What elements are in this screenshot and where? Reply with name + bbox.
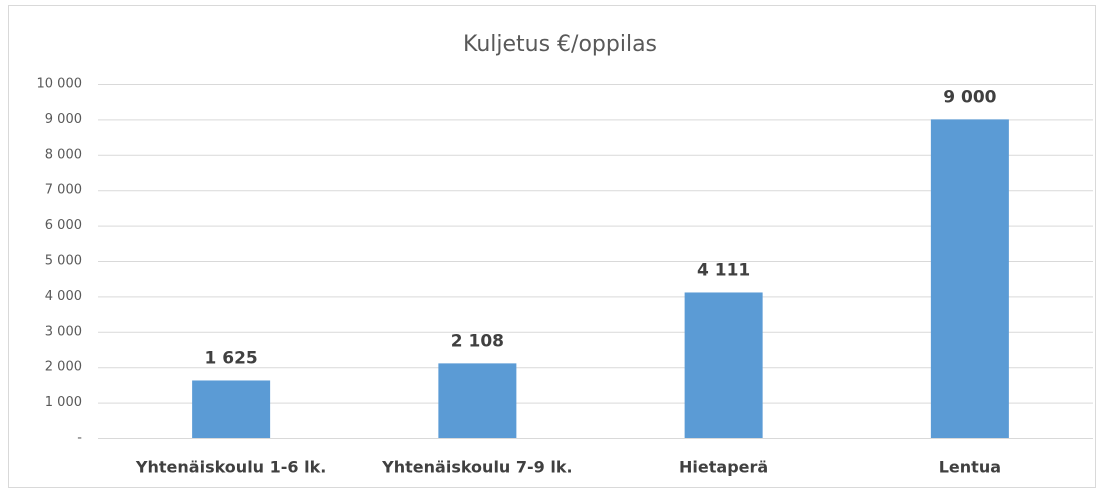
- y-tick-label: -: [77, 431, 82, 446]
- data-label: 1 625: [205, 348, 258, 368]
- y-tick-label: 10 000: [37, 77, 83, 92]
- y-tick-label: 4 000: [45, 289, 82, 304]
- x-tick-label: Yhtenäiskoulu 1-6 lk.: [135, 458, 326, 477]
- data-label: 4 111: [697, 260, 750, 280]
- x-tick-label: Lentua: [939, 458, 1001, 477]
- bar: [684, 292, 763, 438]
- chart-title: Kuljetus €/oppilas: [463, 32, 657, 57]
- y-tick-label: 7 000: [45, 183, 82, 198]
- data-label: 2 108: [451, 331, 504, 351]
- x-tick-label: Hietaperä: [679, 458, 768, 477]
- bar: [438, 363, 517, 438]
- y-tick-label: 1 000: [45, 395, 82, 410]
- y-tick-label: 8 000: [45, 147, 82, 162]
- data-label: 9 000: [943, 87, 996, 107]
- bar: [192, 380, 271, 438]
- bar: [930, 119, 1009, 439]
- chart-border: [8, 5, 1096, 488]
- x-tick-label: Yhtenäiskoulu 7-9 lk.: [381, 458, 572, 477]
- y-tick-label: 5 000: [45, 254, 82, 269]
- y-tick-label: 6 000: [45, 218, 82, 233]
- y-tick-label: 9 000: [45, 112, 82, 127]
- y-tick-label: 3 000: [45, 324, 82, 339]
- y-tick-label: 2 000: [45, 360, 82, 375]
